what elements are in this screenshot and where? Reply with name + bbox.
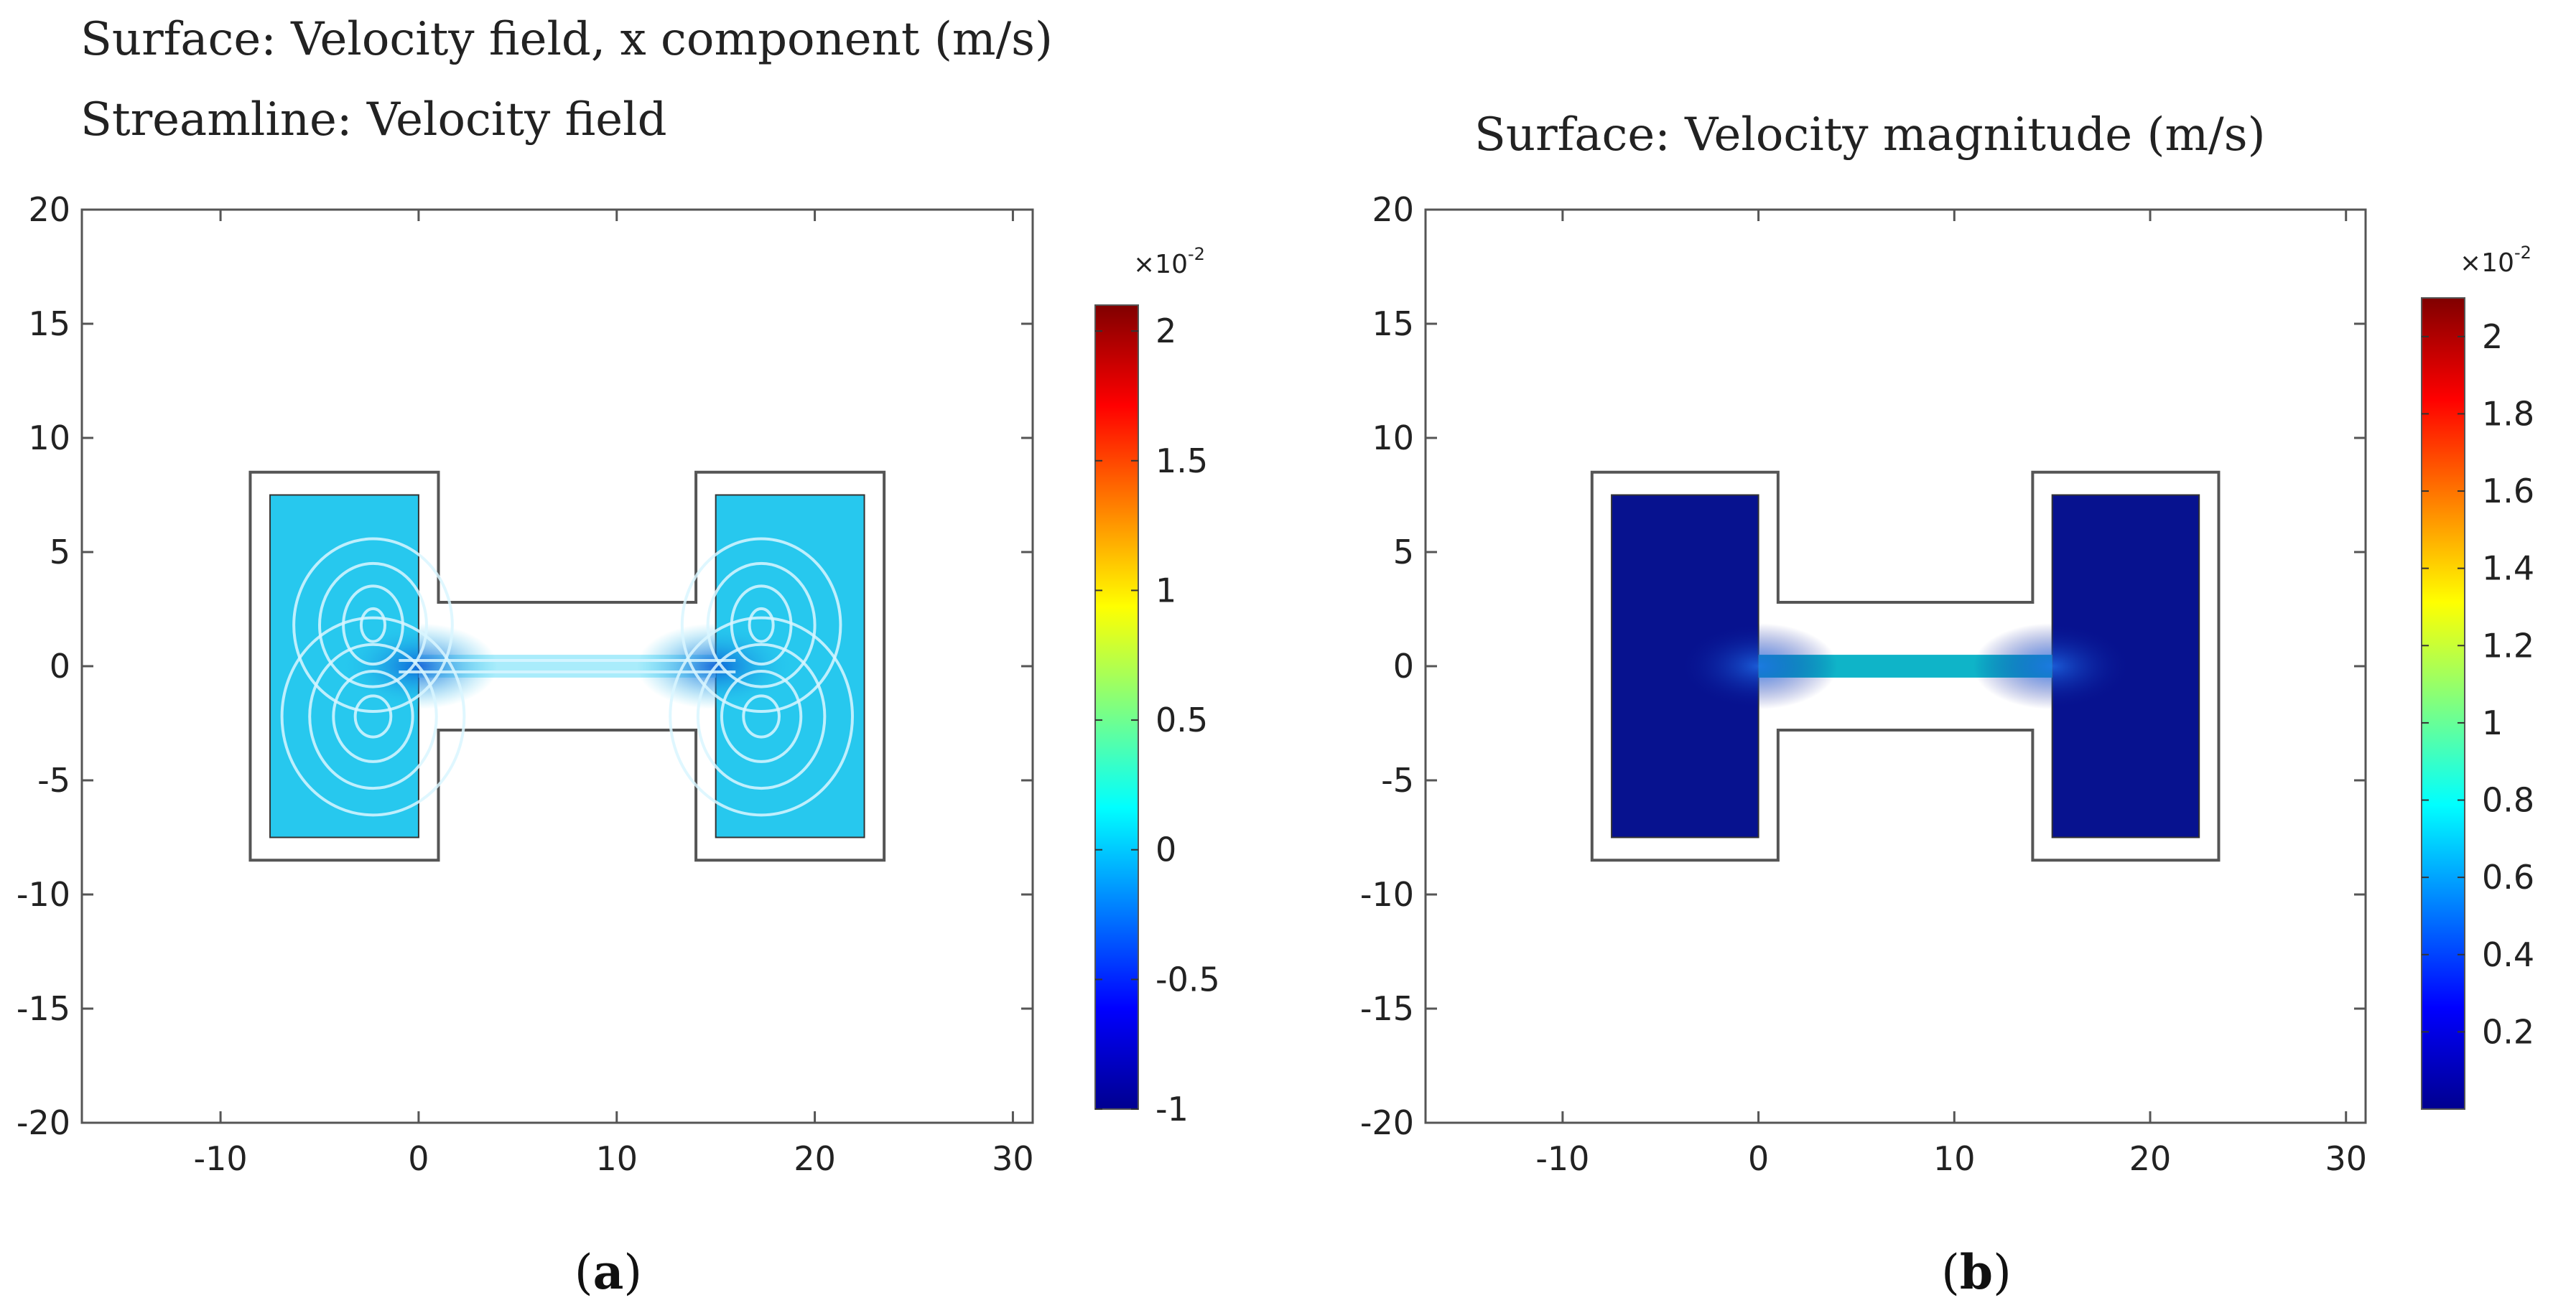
colorbar-tick-label: 0 [1156,831,1176,869]
panel-a-title-line-1: Surface: Velocity field, x component (m/… [80,13,1053,66]
colorbar-tick-label: 1.5 [1156,441,1208,480]
y-tick-label: -5 [1381,761,1414,800]
panel-a-caption: (a) [575,1244,642,1300]
streamline-loop [742,694,781,739]
colorbar-tick-label: 1.6 [2482,472,2534,510]
x-tick-label: 20 [794,1139,836,1178]
y-tick-label: -5 [37,761,70,800]
y-tick-label: 20 [1372,190,1414,229]
x-tick-label: 30 [992,1139,1034,1178]
colorbar-tick-label: 0.6 [2482,858,2534,897]
panel-a-streamlines [280,537,854,817]
colorbar-tick-label: 1.2 [2482,626,2534,665]
panel-b-colorbar-ticks: 2 1.8 1.6 1.4 1.2 1 0.8 0.6 0.4 0.2 [2422,317,2534,1051]
colorbar-tick-label: 1 [2482,704,2503,742]
panel-a-colorbar-ticks: 2 1.5 1 0.5 0 -0.5 -1 [1095,312,1220,1129]
x-tick-label: 0 [1748,1139,1769,1178]
colorbar-tick-label: 2 [2482,317,2503,356]
x-tick-label: 10 [595,1139,638,1178]
streamline-loop [353,694,393,739]
y-tick-label: 0 [1393,647,1414,686]
y-tick-label: -20 [1360,1103,1414,1142]
y-tick-label: 5 [1393,533,1414,571]
streamline-loop [680,537,842,713]
y-tick-label: -20 [17,1103,70,1142]
y-tick-label: 10 [1372,419,1414,457]
panel-b-flow-field [1590,470,2221,862]
colorbar-tick-label: -0.5 [1156,960,1220,999]
x-tick-label: 30 [2325,1139,2367,1178]
streamline-loop [292,537,454,713]
colorbar-tick-label: 0.5 [1156,701,1208,739]
colorbar-tick-label: 1.4 [2482,549,2534,588]
panel-a: Surface: Velocity field, x component (m/… [17,13,1220,1300]
y-tick-label: -15 [1360,989,1414,1028]
right-entrance-jet [1973,623,2131,709]
colorbar-tick-label: 0.8 [2482,781,2534,820]
panel-b-title-line-1: Surface: Velocity magnitude (m/s) [1474,108,2266,162]
streamline-loop [669,616,854,817]
panel-a-colorbar: ×10-2 2 1.5 1 0.5 0 -0.5 -1 [1094,244,1220,1129]
y-tick-label: -10 [17,875,70,914]
panel-a-title-line-2: Streamline: Velocity field [80,93,667,146]
streamline-loop [706,561,817,688]
streamline-loop [720,669,803,763]
y-tick-label: 15 [1372,304,1414,343]
colorbar-tick-label: 0.4 [2482,935,2534,974]
panel-a-flow-field [248,470,886,862]
streamline-loop [730,584,793,666]
x-tick-label: -10 [1535,1139,1589,1178]
streamline-loop [342,584,404,666]
y-tick-label: 5 [50,533,70,571]
streamline-loop [280,616,466,817]
panel-b-axis-ticks: -10 0 10 20 30 20 15 10 5 0 -5 -10 -15 -20 [1360,190,2367,1178]
y-tick-label: 0 [50,647,70,686]
y-tick-label: 10 [28,419,70,457]
streamline-loop [748,607,775,643]
y-tick-label: -15 [17,989,70,1028]
panel-a-colorbar-multiplier: ×10-2 [1133,244,1205,279]
y-tick-label: 15 [28,304,70,343]
panel-b-colorbar: ×10-2 2 1.8 1.6 1.4 1.2 1 0.8 0.6 0.4 0.2 [2421,243,2534,1110]
streamline-loop [332,669,414,763]
colorbar-tick-label: 1 [1156,571,1176,609]
panel-a-colorbar-gradient [1094,304,1139,1110]
colorbar-tick-label: -1 [1156,1090,1189,1129]
x-tick-label: 0 [408,1139,429,1178]
panel-a-axis-ticks: -10 0 10 20 30 20 15 10 5 0 -5 -10 -15 -20 [17,190,1034,1178]
panel-b-caption: (b) [1941,1244,2012,1300]
y-tick-label: 20 [28,190,70,229]
y-tick-label: -10 [1360,875,1414,914]
x-tick-label: 20 [2129,1139,2172,1178]
panel-b: Surface: Velocity magnitude (m/s) -10 0 10… [1360,108,2534,1300]
left-entrance-jet [1679,623,1838,709]
colorbar-tick-label: 1.8 [2482,394,2534,433]
x-tick-label: 10 [1933,1139,1976,1178]
colorbar-tick-label: 0.2 [2482,1012,2534,1051]
panel-b-colorbar-gradient [2421,297,2465,1110]
x-tick-label: -10 [194,1139,248,1178]
streamline-loop [317,561,428,688]
streamline-loop [696,643,827,790]
panel-b-colorbar-multiplier: ×10-2 [2460,243,2531,278]
streamline-loop [359,607,387,643]
streamline-loop [308,643,438,790]
colorbar-tick-label: 2 [1156,312,1176,350]
